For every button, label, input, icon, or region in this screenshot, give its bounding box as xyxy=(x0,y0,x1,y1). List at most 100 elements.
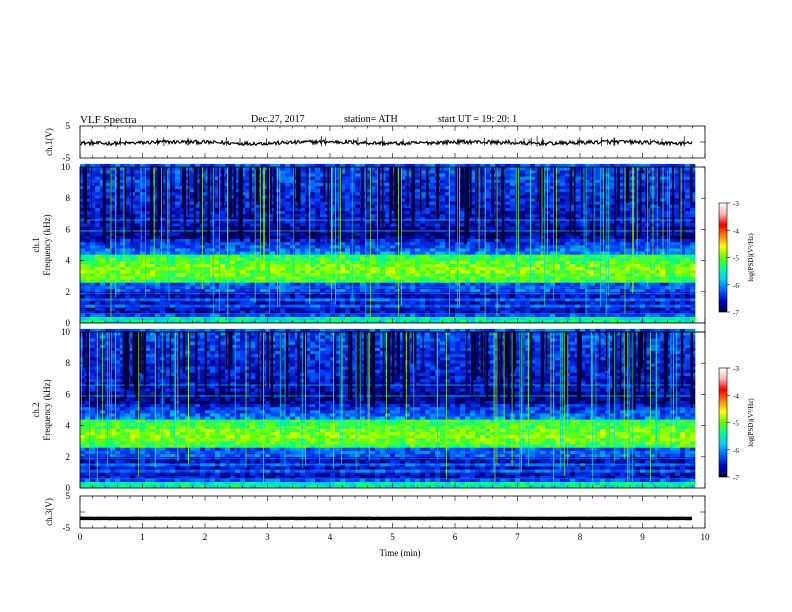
spectrogram-cell xyxy=(515,282,521,286)
spectrogram-cell xyxy=(415,260,421,264)
spectrogram-cell xyxy=(375,282,381,286)
spectrogram-cell xyxy=(505,279,511,283)
spectrogram-cell xyxy=(665,276,671,280)
spectrogram-cell xyxy=(680,251,686,255)
spectrogram-cell xyxy=(435,266,441,271)
spectrogram-cell xyxy=(560,251,566,255)
spectrogram-cell xyxy=(340,316,346,321)
spectrogram-cell xyxy=(550,207,556,211)
spectrogram-cell xyxy=(125,207,131,211)
spectrogram-cell xyxy=(450,248,456,252)
spectrogram-cell xyxy=(400,257,406,261)
spectrogram-cell xyxy=(370,213,376,218)
spectrogram-cell xyxy=(485,201,491,205)
spectrogram-cell xyxy=(690,285,696,289)
spectrogram-cell xyxy=(690,248,696,252)
spectrogram-cell xyxy=(260,294,266,299)
spectrogram-cell xyxy=(350,223,356,227)
spectrogram-cell xyxy=(415,210,421,215)
spectrogram-cell xyxy=(440,313,446,317)
spectrogram-cell xyxy=(355,248,361,252)
spectrogram-cell xyxy=(95,260,101,264)
spectrogram-cell xyxy=(220,245,226,249)
date-label: Dec.27, 2017 xyxy=(251,114,305,125)
spectrogram-cell xyxy=(195,263,201,268)
spectrogram-cell xyxy=(245,282,251,286)
spectrogram-cell xyxy=(560,270,566,274)
spectrogram-cell xyxy=(570,301,576,305)
spectrogram-cell xyxy=(680,201,686,205)
spectrogram-cell xyxy=(340,294,346,299)
spectrogram-cell xyxy=(555,245,561,249)
spectrogram-cell xyxy=(100,245,106,249)
spectrogram-cell xyxy=(340,266,346,271)
spectrogram-cell xyxy=(145,238,151,243)
spectrogram-cell xyxy=(485,216,491,221)
spectrogram-cell xyxy=(210,260,216,264)
spectrogram-cell xyxy=(185,223,191,227)
spectrogram-cell xyxy=(85,266,91,271)
spectrogram-cell xyxy=(150,276,156,280)
spectrogram-cell xyxy=(110,201,116,205)
spectrogram-cell xyxy=(620,216,626,221)
spectrogram-cell xyxy=(195,235,201,239)
spectrogram-cell xyxy=(605,223,611,227)
spectrogram-cell xyxy=(490,248,496,252)
spectrogram-cell xyxy=(315,301,321,305)
spectrogram-cell xyxy=(640,313,646,317)
spectrogram-cell xyxy=(210,235,216,239)
spectrogram-cell xyxy=(625,248,631,252)
spectrogram-cell xyxy=(580,235,586,239)
spectrogram-cell xyxy=(435,223,441,227)
spectrogram-cell xyxy=(235,276,241,280)
spectrogram-cell xyxy=(640,216,646,221)
spectrogram-cell xyxy=(525,232,531,236)
spectrogram-cell xyxy=(165,270,171,274)
spectrogram-cell xyxy=(610,245,616,249)
spectrogram-cell xyxy=(90,204,96,208)
spectrogram-cell xyxy=(340,210,346,215)
spectrogram-cell xyxy=(325,245,331,249)
spectrogram-cell xyxy=(560,248,566,252)
spectrogram-cell xyxy=(600,220,606,224)
spectrogram-cell xyxy=(185,251,191,255)
spectrogram-cell xyxy=(560,220,566,224)
spectrogram-cell xyxy=(140,204,146,208)
spectrogram-cell xyxy=(105,319,111,324)
spectrogram-cell xyxy=(615,266,621,271)
spectrogram-cell xyxy=(295,288,301,293)
spectrogram-cell xyxy=(405,273,411,277)
spectrogram-cell xyxy=(550,241,556,246)
spectrogram-cell xyxy=(370,204,376,208)
spectrogram-cell xyxy=(340,245,346,249)
spectrogram-cell xyxy=(340,220,346,224)
spectrogram-cell xyxy=(380,254,386,258)
spectrogram-cell xyxy=(370,270,376,274)
spectrogram-cell xyxy=(290,288,296,293)
spectrogram-cell xyxy=(405,251,411,255)
spectrogram-cell xyxy=(585,270,591,274)
spectrogram-cell xyxy=(485,235,491,239)
spectrogram-cell xyxy=(420,273,426,277)
spectrogram-cell xyxy=(540,301,546,305)
spectrogram-cell xyxy=(305,294,311,299)
spectrogram-cell xyxy=(145,273,151,277)
spectrogram-cell xyxy=(80,294,86,299)
spectrogram-cell xyxy=(400,213,406,218)
spectrogram-cell xyxy=(140,216,146,221)
spectrogram-cell xyxy=(80,266,86,271)
spectrogram-cell xyxy=(485,288,491,293)
spectrogram-cell xyxy=(600,226,606,230)
spectrogram-cell xyxy=(440,232,446,236)
spectrogram-cell xyxy=(450,301,456,305)
spectrogram-cell xyxy=(635,273,641,277)
spectrogram-cell xyxy=(95,254,101,258)
spectrogram-cell xyxy=(205,307,211,311)
spectrogram-cell xyxy=(310,248,316,252)
spectrogram-cell xyxy=(430,216,436,221)
spectrogram-cell xyxy=(535,248,541,252)
spectrogram-cell xyxy=(690,266,696,271)
spectrogram-cell xyxy=(170,310,176,314)
spectrogram-cell xyxy=(655,254,661,258)
spectrogram-cell xyxy=(560,316,566,321)
